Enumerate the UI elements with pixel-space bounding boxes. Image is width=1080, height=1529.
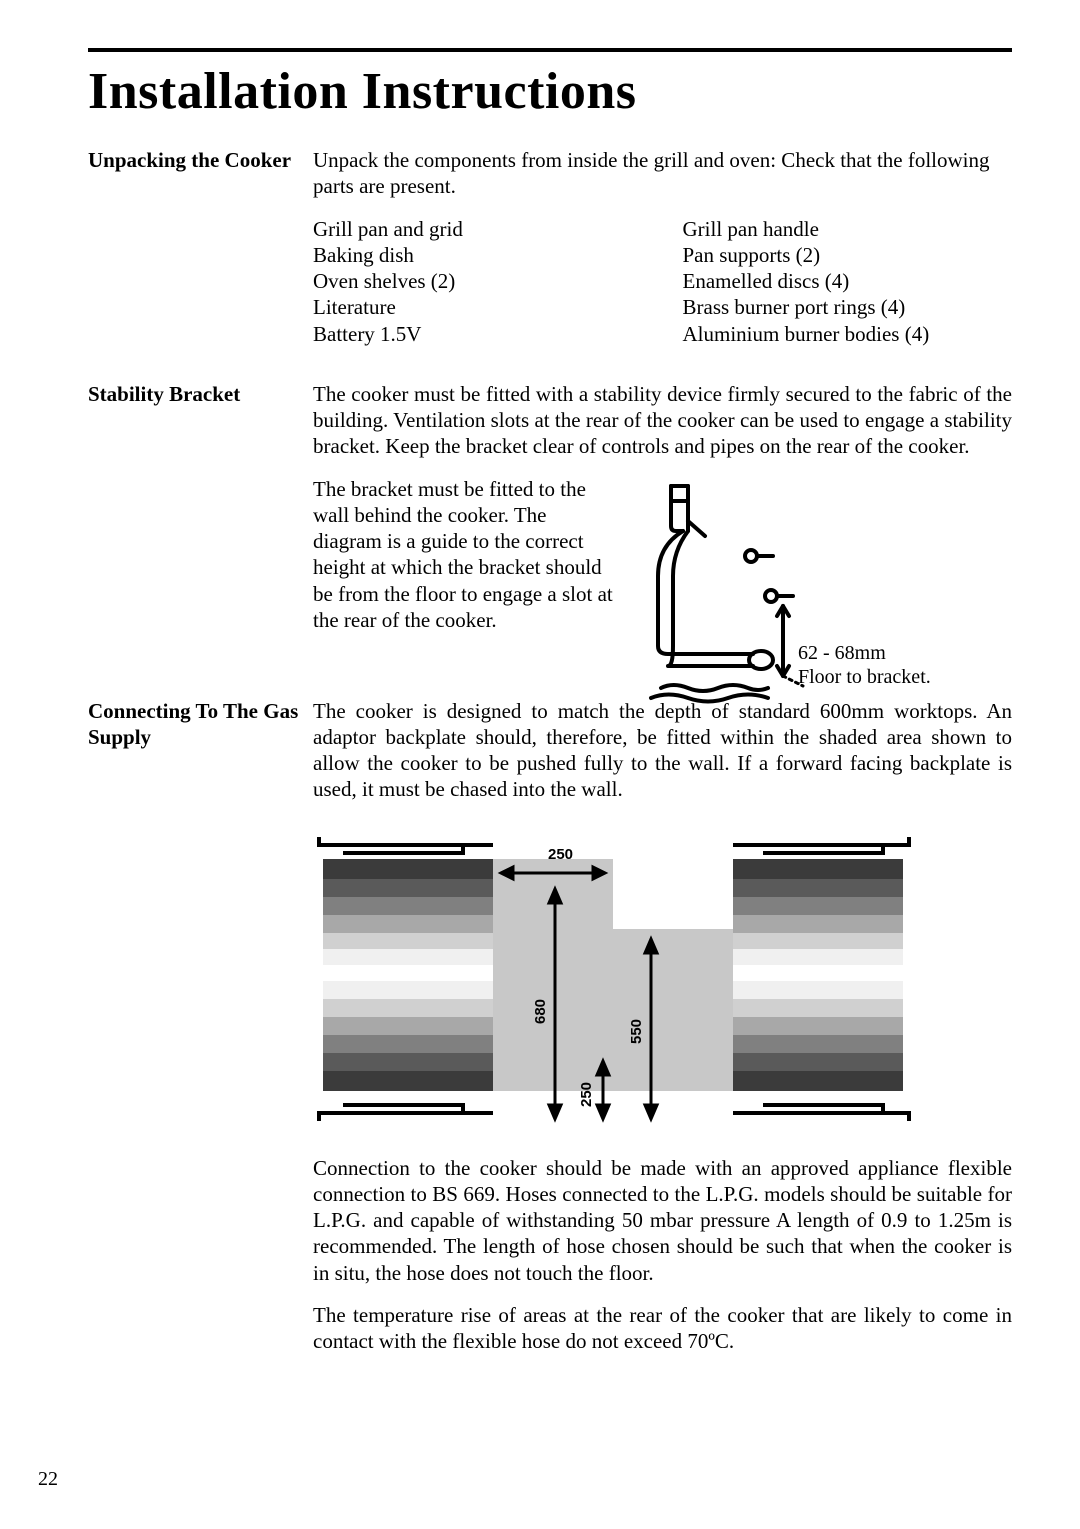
bracket-caption: 62 - 68mm Floor to bracket. [798,641,931,689]
parts-col-2: Grill pan handle Pan supports (2) Enamel… [683,216,1013,347]
parts-columns: Grill pan and grid Baking dish Oven shel… [313,216,1012,347]
gas-para2: Connection to the cooker should be made … [313,1155,1012,1286]
dim-250-top: 250 [548,846,573,863]
unpacking-intro: Unpack the components from inside the gr… [313,147,1012,200]
page-number: 22 [38,1468,58,1491]
section-gas: Connecting To The Gas Supply The cooker … [88,698,1012,1355]
section-stability: Stability Bracket The cooker must be fit… [88,381,1012,706]
unpacking-heading: Unpacking the Cooker [88,147,313,375]
parts-col-1: Grill pan and grid Baking dish Oven shel… [313,216,643,347]
section-unpacking: Unpacking the Cooker Unpack the componen… [88,147,1012,375]
stability-heading: Stability Bracket [88,381,313,706]
stability-para1: The cooker must be fitted with a stabili… [313,381,1012,460]
top-rule [88,48,1012,52]
gas-para3: The temperature rise of areas at the rea… [313,1302,1012,1355]
gas-heading: Connecting To The Gas Supply [88,698,313,1355]
stability-para2: The bracket must be fitted to the wall b… [313,476,613,634]
gas-para1: The cooker is designed to match the dept… [313,698,1012,803]
dim-680: 680 [532,998,549,1023]
page-title: Installation Instructions [88,62,1012,121]
dim-550: 550 [628,1018,645,1043]
bracket-figure: 62 - 68mm Floor to bracket. [633,476,1012,706]
gas-diagram: 250 680 550 [313,819,1012,1149]
page-container: Installation Instructions Unpacking the … [0,0,1080,1529]
dim-250-bottom: 250 [578,1081,595,1106]
